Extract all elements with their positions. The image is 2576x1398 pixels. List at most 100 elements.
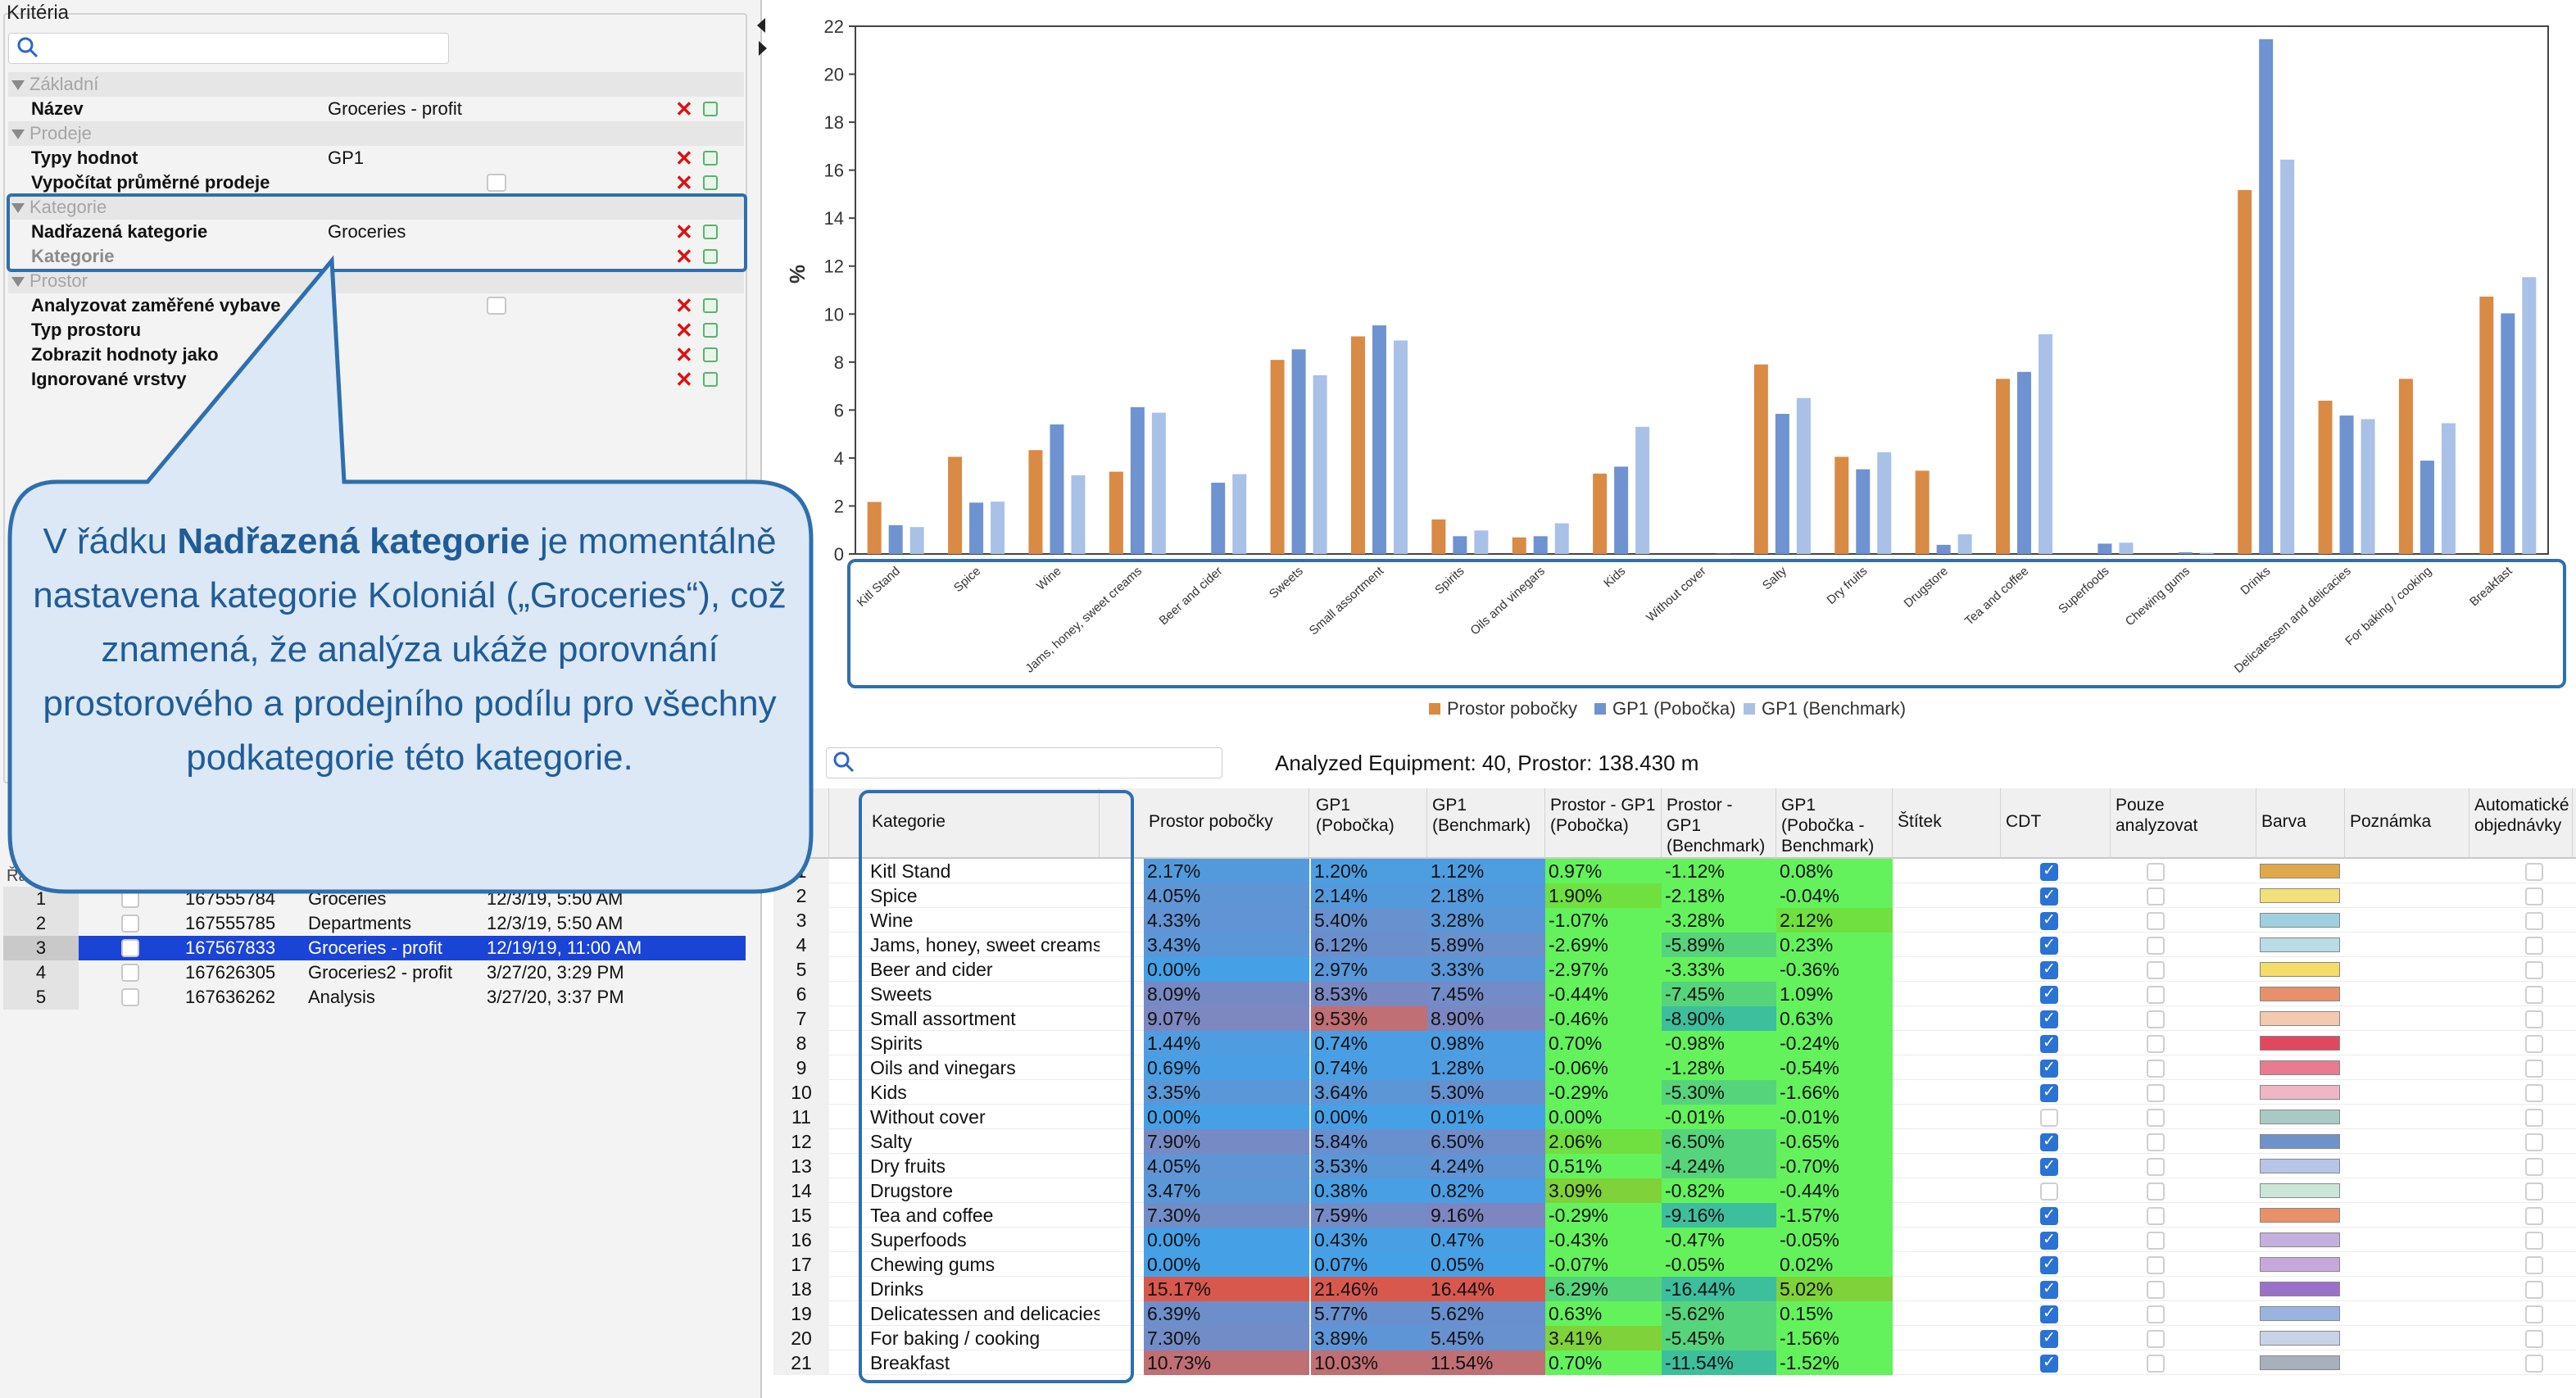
- analyze-only-checkbox[interactable]: [2147, 912, 2165, 930]
- color-swatch[interactable]: [2260, 1282, 2340, 1296]
- analyze-only-checkbox[interactable]: [2147, 1158, 2165, 1176]
- cdt-checkbox[interactable]: [2040, 1350, 2058, 1375]
- auto-order-checkbox[interactable]: [2525, 1281, 2543, 1299]
- auto-order-checkbox[interactable]: [2525, 986, 2543, 1004]
- row-checkbox[interactable]: [121, 915, 139, 933]
- remove-icon[interactable]: ✕: [675, 293, 693, 318]
- criteria-row[interactable]: Analyzovat zaměřené vybave ✕: [8, 293, 744, 318]
- history-row[interactable]: 5 167636262 Analysis 3/27/20, 3:37 PM: [3, 985, 746, 1010]
- color-swatch[interactable]: [2260, 1060, 2340, 1075]
- auto-order-checkbox[interactable]: [2525, 1182, 2543, 1201]
- criteria-section[interactable]: Prostor: [8, 269, 744, 293]
- cdt-checkbox[interactable]: [2040, 859, 2058, 883]
- remove-icon[interactable]: ✕: [675, 170, 693, 195]
- column-header[interactable]: Barva: [2256, 788, 2345, 859]
- cdt-checkbox[interactable]: [2040, 933, 2058, 957]
- column-header[interactable]: Poznámka: [2345, 788, 2469, 859]
- table-row[interactable]: 11 Without cover 0.00% 0.00% 0.01% 0.00% -0.01…: [773, 1105, 2576, 1129]
- column-header[interactable]: ka: [773, 788, 829, 859]
- table-row[interactable]: 9 Oils and vinegars 0.69% 0.74% 1.28% -0.06% -…: [773, 1055, 2576, 1080]
- auto-order-checkbox[interactable]: [2525, 1109, 2543, 1127]
- auto-order-checkbox[interactable]: [2525, 1207, 2543, 1225]
- analyze-only-checkbox[interactable]: [2147, 986, 2165, 1004]
- color-swatch[interactable]: [2260, 1134, 2340, 1149]
- color-swatch[interactable]: [2260, 1183, 2340, 1198]
- color-swatch[interactable]: [2260, 1208, 2340, 1223]
- criteria-value[interactable]: n: [328, 320, 338, 340]
- color-swatch[interactable]: [2260, 888, 2340, 903]
- remove-icon[interactable]: ✕: [675, 146, 693, 170]
- criteria-row[interactable]: Typy hodnot GP1 ✕: [8, 146, 744, 170]
- remove-icon[interactable]: ✕: [675, 367, 693, 392]
- collapse-left-icon[interactable]: [757, 18, 765, 33]
- criteria-value[interactable]: Groceries: [328, 221, 406, 242]
- color-swatch[interactable]: [2260, 962, 2340, 977]
- auto-order-checkbox[interactable]: [2525, 1060, 2543, 1078]
- column-header[interactable]: Prostor - GP1 (Benchmark): [1662, 788, 1776, 859]
- color-swatch[interactable]: [2260, 913, 2340, 928]
- table-row[interactable]: 14 Drugstore 3.47% 0.38% 0.82% 3.09% -0.82% -0.…: [773, 1178, 2576, 1203]
- criteria-value[interactable]: GP1: [328, 148, 365, 168]
- auto-order-checkbox[interactable]: [2525, 1133, 2543, 1151]
- color-swatch[interactable]: [2260, 1257, 2340, 1272]
- cdt-checkbox[interactable]: [2040, 1326, 2058, 1350]
- cdt-checkbox[interactable]: [2040, 1129, 2058, 1154]
- column-header[interactable]: Štítek: [1893, 788, 2001, 859]
- auto-order-checkbox[interactable]: [2525, 1158, 2543, 1176]
- color-swatch[interactable]: [2260, 1331, 2340, 1346]
- analyze-only-checkbox[interactable]: [2147, 887, 2165, 906]
- cdt-checkbox[interactable]: [2040, 1277, 2058, 1301]
- table-row[interactable]: 4 Jams, honey, sweet creams 3.43% 6.12% 5.89…: [773, 933, 2576, 957]
- table-row[interactable]: 3 Wine 4.33% 5.40% 3.28% -1.07% -3.28% 2.12%: [773, 908, 2576, 933]
- column-header[interactable]: GP1 (Benchmark): [1427, 788, 1545, 859]
- cdt-checkbox[interactable]: [2040, 982, 2058, 1006]
- column-header[interactable]: GP1 (Pobočka): [1311, 788, 1427, 859]
- column-header[interactable]: GP1 (Pobočka - Benchmark): [1776, 788, 1893, 859]
- table-row[interactable]: 18 Drinks 15.17% 21.46% 16.44% -6.29% -16.44% 5…: [773, 1277, 2576, 1301]
- criteria-row[interactable]: Vypočítat průměrné prodeje ✕: [8, 170, 744, 195]
- criteria-row[interactable]: Zobrazit hodnoty jako ✕: [8, 343, 744, 367]
- row-checkbox[interactable]: [121, 890, 139, 908]
- criteria-search-input[interactable]: [8, 33, 449, 64]
- analyze-only-checkbox[interactable]: [2147, 937, 2165, 955]
- edit-icon[interactable]: [703, 323, 718, 338]
- edit-icon[interactable]: [703, 175, 718, 190]
- table-row[interactable]: 19 Delicatessen and delicacies 6.39% 5.77% 5…: [773, 1301, 2576, 1326]
- edit-icon[interactable]: [703, 102, 718, 116]
- auto-order-checkbox[interactable]: [2525, 1330, 2543, 1348]
- history-row[interactable]: 2 167555785 Departments 12/3/19, 5:50 AM: [3, 911, 746, 936]
- color-swatch[interactable]: [2260, 937, 2340, 952]
- auto-order-checkbox[interactable]: [2525, 1232, 2543, 1250]
- column-header[interactable]: Prostor - GP1 (Pobočka): [1545, 788, 1662, 859]
- auto-order-checkbox[interactable]: [2525, 863, 2543, 881]
- cdt-checkbox[interactable]: [2040, 883, 2058, 908]
- criteria-row[interactable]: Název Groceries - profit ✕: [8, 97, 744, 121]
- analyze-only-checkbox[interactable]: [2147, 1060, 2165, 1078]
- auto-order-checkbox[interactable]: [2525, 887, 2543, 906]
- table-row[interactable]: 5 Beer and cider 0.00% 2.97% 3.33% -2.97% -3.3…: [773, 957, 2576, 982]
- column-header[interactable]: Pouze analyzovat: [2111, 788, 2256, 859]
- cdt-checkbox[interactable]: [2040, 1006, 2058, 1031]
- analyze-only-checkbox[interactable]: [2147, 1330, 2165, 1348]
- auto-order-checkbox[interactable]: [2525, 1305, 2543, 1323]
- expand-right-icon[interactable]: [759, 41, 767, 56]
- analyze-only-checkbox[interactable]: [2147, 1182, 2165, 1201]
- analyze-only-checkbox[interactable]: [2147, 1281, 2165, 1299]
- color-swatch[interactable]: [2260, 1085, 2340, 1100]
- remove-icon[interactable]: ✕: [675, 318, 693, 343]
- analyze-only-checkbox[interactable]: [2147, 1207, 2165, 1225]
- table-row[interactable]: 8 Spirits 1.44% 0.74% 0.98% 0.70% -0.98% -0.24%: [773, 1031, 2576, 1055]
- table-row[interactable]: 17 Chewing gums 0.00% 0.07% 0.05% -0.07% -0.05…: [773, 1252, 2576, 1277]
- edit-icon[interactable]: [703, 347, 718, 362]
- color-swatch[interactable]: [2260, 1355, 2340, 1370]
- history-row[interactable]: 4 167626305 Groceries2 - profit 3/27/20, 3:…: [3, 960, 746, 985]
- color-swatch[interactable]: [2260, 1011, 2340, 1026]
- column-header[interactable]: Kategorie: [867, 788, 1100, 859]
- color-swatch[interactable]: [2260, 1306, 2340, 1321]
- color-swatch[interactable]: [2260, 1159, 2340, 1173]
- cdt-checkbox[interactable]: [2040, 1203, 2058, 1228]
- history-row[interactable]: 1 167555784 Groceries 12/3/19, 5:50 AM: [3, 887, 746, 911]
- cdt-checkbox[interactable]: [2040, 1109, 2058, 1127]
- history-row[interactable]: 3 167567833 Groceries - profit 12/19/19, 11…: [3, 936, 746, 960]
- criteria-row[interactable]: Ignorované vrstvy ✕: [8, 367, 744, 392]
